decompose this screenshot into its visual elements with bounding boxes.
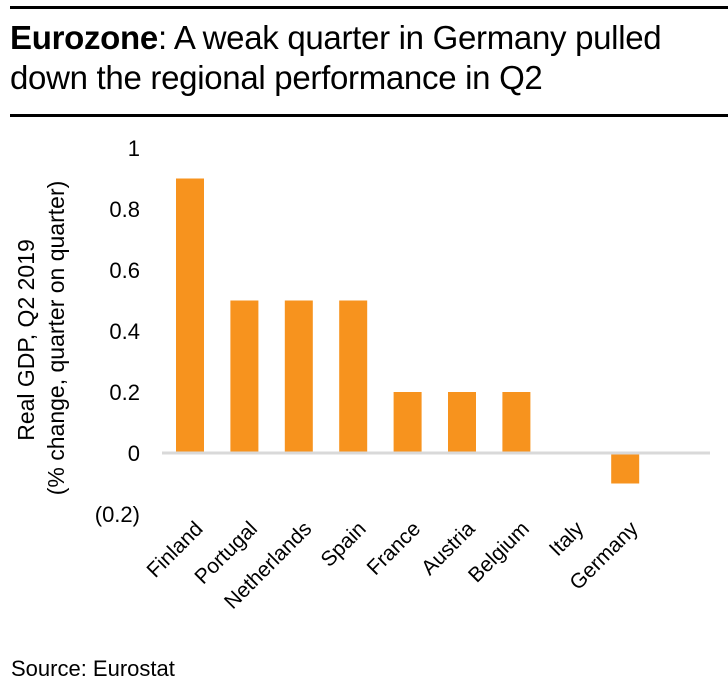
x-category-label: France [363, 517, 425, 579]
y-axis-label-line1: Real GDP, Q2 2019 [13, 239, 39, 441]
bar-austria [448, 392, 476, 453]
bar-belgium [502, 392, 531, 453]
y-tick-label: 1 [128, 136, 140, 161]
bars [176, 178, 640, 484]
bar-portugal [230, 300, 259, 453]
x-category-label: Italy [545, 517, 589, 561]
bar-germany [611, 453, 640, 484]
y-tick-label: 0.6 [109, 258, 140, 283]
bar-spain [339, 300, 368, 453]
y-tick-label: (0.2) [95, 502, 140, 527]
source-note: Source: Eurostat [11, 656, 175, 681]
title-bold: Eurozone [10, 19, 158, 56]
title-rest: : A weak quarter in Germany pulled down … [10, 19, 662, 96]
bar-france [393, 392, 422, 453]
y-axis-ticks: 1 0.8 0.6 0.4 0.2 0 (0.2) [95, 136, 140, 527]
title-underline-rule [10, 114, 728, 117]
y-tick-label: 0 [128, 441, 140, 466]
bar-finland [176, 178, 204, 453]
bar-chart: Real GDP, Q2 2019 (% change, quarter on … [13, 136, 710, 614]
y-axis-label: Real GDP, Q2 2019 (% change, quarter on … [13, 181, 69, 496]
x-category-label: Belgium [464, 517, 534, 587]
y-axis-label-line2: (% change, quarter on quarter) [43, 181, 69, 496]
y-tick-label: 0.2 [109, 380, 140, 405]
chart-title: Eurozone: A weak quarter in Germany pull… [10, 18, 728, 98]
top-rule [10, 6, 728, 9]
y-tick-label: 0.8 [109, 197, 140, 222]
bar-netherlands [284, 300, 313, 453]
y-tick-label: 0.4 [109, 319, 140, 344]
